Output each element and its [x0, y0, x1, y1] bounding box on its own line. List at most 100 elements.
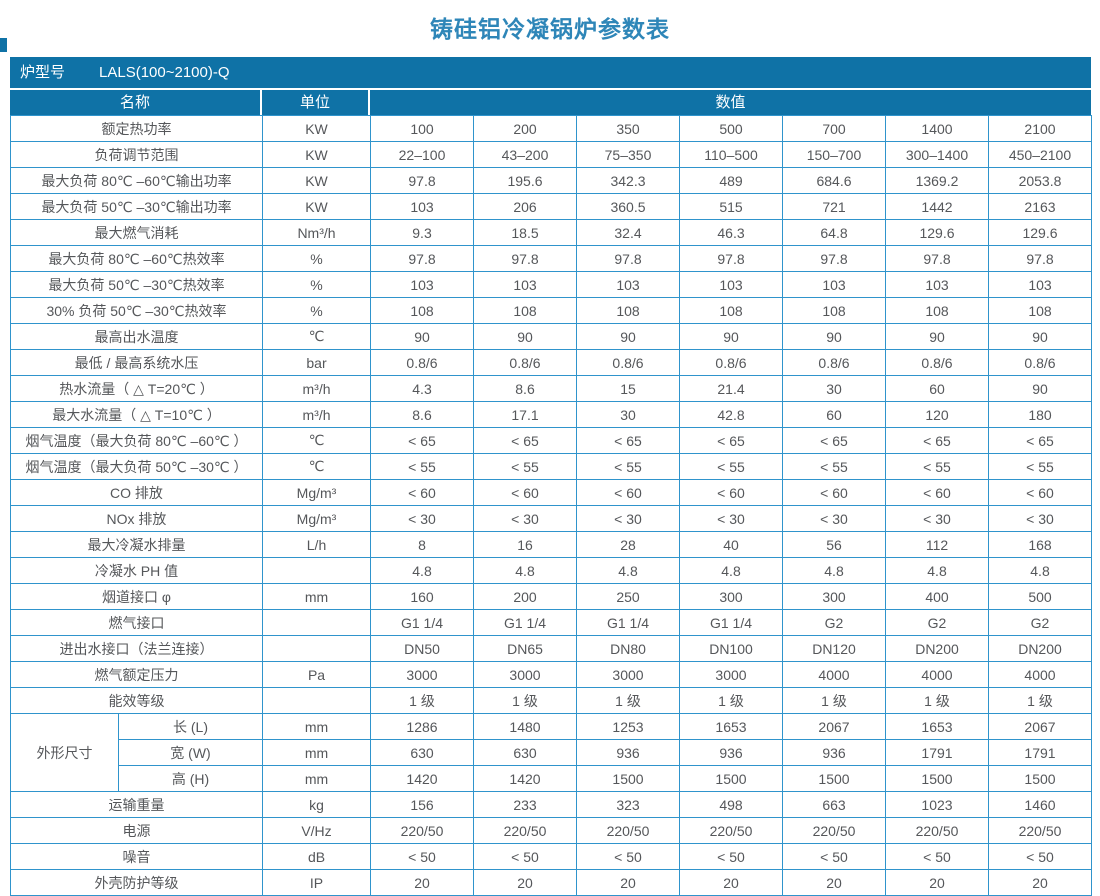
- spec-table-grid: 额定热功率 KW 100 200 350 500 700 1400 2100 负荷调节范围 KW 22…: [10, 115, 1092, 896]
- value-cell: 350: [576, 115, 680, 142]
- value-cell: 4.8: [370, 557, 474, 584]
- value-cell: 1420: [370, 765, 474, 792]
- row-label: 最大燃气消耗: [10, 219, 263, 246]
- value-cell: < 65: [782, 427, 886, 454]
- value-cell: 498: [679, 791, 783, 818]
- value-cell: 4.8: [782, 557, 886, 584]
- value-cell: 90: [988, 375, 1092, 402]
- value-cell: 103: [782, 271, 886, 298]
- value-cell: 1791: [988, 739, 1092, 766]
- value-cell: 4000: [782, 661, 886, 688]
- table-row: 热水流量（ △ T=20℃ ） m³/h 4.3 8.6 15 21.4 30 60 90: [10, 375, 1092, 402]
- value-cell: 1500: [885, 765, 989, 792]
- model-number-value: LALS(100~2100)-Q: [99, 64, 230, 81]
- table-row: 最大冷凝水排量 L/h 8 16 28 40 56 112 168: [10, 531, 1092, 558]
- table-row: 30% 负荷 50℃ –30℃热效率% 108 108 108 108 108 108 108: [10, 297, 1092, 324]
- value-cell: 108: [473, 297, 577, 324]
- value-cell: 97.8: [473, 245, 577, 272]
- value-cell: < 60: [370, 479, 474, 506]
- value-cell: 2053.8: [988, 167, 1092, 194]
- row-label: 热水流量（ △ T=20℃ ）: [10, 375, 263, 402]
- row-label: CO 排放: [10, 479, 263, 506]
- value-cell: < 55: [370, 453, 474, 480]
- value-cell: 233: [473, 791, 577, 818]
- dimension-group-label: 外形尺寸: [10, 713, 119, 792]
- value-cell: 97.8: [576, 245, 680, 272]
- value-cell: 2163: [988, 193, 1092, 220]
- table-row: 最高出水温度 ℃ 90 90 90 90 90 90 90: [10, 323, 1092, 350]
- value-cell: DN100: [679, 635, 783, 662]
- value-cell: 300: [679, 583, 783, 610]
- value-cell: G2: [885, 609, 989, 636]
- value-cell: 3000: [473, 661, 577, 688]
- unit-cell: KW: [262, 115, 371, 142]
- value-cell: G1 1/4: [473, 609, 577, 636]
- value-cell: 250: [576, 583, 680, 610]
- value-cell: 0.8/6: [679, 349, 783, 376]
- value-cell: 32.4: [576, 219, 680, 246]
- value-cell: 3000: [679, 661, 783, 688]
- value-cell: < 60: [473, 479, 577, 506]
- value-cell: 1500: [679, 765, 783, 792]
- row-label: 长 (L): [118, 713, 263, 740]
- unit-cell: [262, 557, 371, 584]
- value-cell: 90: [885, 323, 989, 350]
- row-label: 外壳防护等级: [10, 869, 263, 896]
- value-cell: < 55: [782, 453, 886, 480]
- value-cell: 0.8/6: [988, 349, 1092, 376]
- value-cell: 20: [679, 869, 783, 896]
- value-cell: < 30: [988, 505, 1092, 532]
- value-cell: 4.8: [473, 557, 577, 584]
- value-cell: 42.8: [679, 401, 783, 428]
- row-label: 最低 / 最高系统水压: [10, 349, 263, 376]
- value-cell: 489: [679, 167, 783, 194]
- value-cell: < 60: [679, 479, 783, 506]
- unit-cell: ℃: [262, 427, 371, 454]
- unit-cell: %: [262, 271, 371, 298]
- value-cell: 1 级: [988, 687, 1092, 714]
- value-cell: DN120: [782, 635, 886, 662]
- value-cell: 75–350: [576, 141, 680, 168]
- value-cell: 4000: [988, 661, 1092, 688]
- value-cell: < 65: [576, 427, 680, 454]
- spec-table: 炉型号 LALS(100~2100)-Q 名称 单位 数值 额定热功率 KW 100…: [10, 57, 1092, 896]
- value-cell: 220/50: [885, 817, 989, 844]
- value-cell: 0.8/6: [885, 349, 989, 376]
- unit-cell: KW: [262, 193, 371, 220]
- value-cell: G1 1/4: [679, 609, 783, 636]
- value-cell: 46.3: [679, 219, 783, 246]
- value-cell: 20: [576, 869, 680, 896]
- value-cell: 56: [782, 531, 886, 558]
- value-cell: 20: [782, 869, 886, 896]
- value-cell: 180: [988, 401, 1092, 428]
- unit-cell: L/h: [262, 531, 371, 558]
- row-label: 最大水流量（ △ T=10℃ ）: [10, 401, 263, 428]
- value-cell: 168: [988, 531, 1092, 558]
- value-cell: 1 级: [576, 687, 680, 714]
- value-cell: G2: [988, 609, 1092, 636]
- value-cell: 936: [576, 739, 680, 766]
- value-cell: 90: [370, 323, 474, 350]
- table-row: 高 (H) mm 1420 1420 1500 1500 1500 1500 1500: [11, 765, 1092, 792]
- value-cell: 4.8: [988, 557, 1092, 584]
- spec-table-body: 额定热功率 KW 100 200 350 500 700 1400 2100 负荷调节范围 KW 22…: [10, 115, 1092, 896]
- column-header-value: 数值: [715, 94, 746, 111]
- value-cell: 160: [370, 583, 474, 610]
- value-cell: DN80: [576, 635, 680, 662]
- value-cell: 400: [885, 583, 989, 610]
- row-label: 宽 (W): [118, 739, 263, 766]
- value-cell: 16: [473, 531, 577, 558]
- value-cell: < 50: [885, 843, 989, 870]
- value-cell: 323: [576, 791, 680, 818]
- value-cell: 17.1: [473, 401, 577, 428]
- value-cell: 220/50: [782, 817, 886, 844]
- value-cell: < 55: [988, 453, 1092, 480]
- value-cell: < 65: [679, 427, 783, 454]
- value-cell: 1 级: [473, 687, 577, 714]
- table-row: 最大负荷 50℃ –30℃输出功率 KW 103 206 360.5 515 721 1442…: [10, 193, 1092, 220]
- unit-cell: [262, 687, 371, 714]
- value-cell: 8.6: [370, 401, 474, 428]
- row-label: 进出水接口（法兰连接）: [10, 635, 263, 662]
- value-cell: < 50: [370, 843, 474, 870]
